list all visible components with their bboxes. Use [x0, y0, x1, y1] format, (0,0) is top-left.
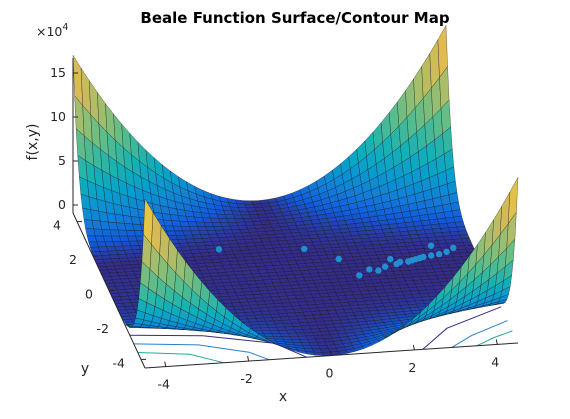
- min-marker: [301, 246, 307, 252]
- surface-patch: [118, 254, 128, 258]
- min-marker: [397, 259, 403, 265]
- surface-patch: [449, 227, 459, 232]
- y-tick-label: -2: [97, 321, 109, 336]
- surface-patch: [178, 239, 188, 243]
- surface-patch: [508, 177, 518, 223]
- min-marker: [450, 245, 456, 251]
- surface-layer: [73, 25, 518, 355]
- surface-patch: [303, 329, 313, 333]
- surface-patch: [441, 228, 451, 233]
- x-tick-mark: [413, 345, 414, 350]
- z-tick-label: 0: [58, 197, 66, 212]
- min-marker: [356, 272, 362, 278]
- surface-patch: [250, 215, 260, 219]
- x-tick-mark: [165, 362, 166, 367]
- surface-patch: [455, 222, 465, 228]
- surface-patch: [194, 239, 204, 243]
- y-tick-label: 0: [85, 287, 93, 302]
- min-marker: [375, 267, 381, 273]
- y-tick-label: 2: [69, 252, 77, 267]
- surface-patch: [245, 222, 255, 226]
- surface-patch: [282, 320, 292, 324]
- min-marker: [216, 246, 222, 252]
- z-axis-label: f(x,y): [25, 124, 41, 161]
- surface-patch: [127, 257, 137, 261]
- surface-patch: [228, 222, 238, 226]
- surface-patch: [248, 319, 258, 323]
- contour-line: [452, 321, 508, 348]
- surface-patch: [191, 250, 201, 254]
- surface-patch: [186, 239, 196, 243]
- surface-patch: [449, 193, 459, 204]
- surface-patch: [428, 213, 438, 220]
- z-exponent-base: ×10: [36, 24, 62, 39]
- contour-line: [138, 353, 224, 363]
- surface-patch: [461, 238, 471, 242]
- x-tick-label: -2: [240, 371, 252, 386]
- z-tick-label: 10: [50, 109, 66, 124]
- surface-patch: [420, 215, 430, 221]
- x-tick-mark: [248, 356, 249, 361]
- surface-patch: [444, 211, 454, 218]
- surface-patch: [452, 210, 462, 217]
- min-marker: [428, 243, 434, 249]
- surface-patch: [233, 233, 243, 237]
- y-tick-label: -4: [113, 355, 126, 370]
- surface-patch: [110, 255, 120, 259]
- surface-patch: [398, 227, 408, 232]
- surface-patch: [377, 237, 387, 241]
- surface-patch: [73, 55, 83, 105]
- x-axis-label: x: [279, 389, 287, 405]
- surface-patch: [131, 245, 141, 249]
- min-marker: [428, 252, 434, 258]
- y-axis-label: y: [81, 361, 89, 377]
- surface-patch: [432, 229, 442, 234]
- z-exponent-label: ×104: [36, 22, 68, 39]
- z-tick-label: 15: [50, 65, 66, 80]
- surface-patch: [287, 330, 297, 333]
- surface-patch: [264, 318, 274, 322]
- surface-patch: [445, 239, 455, 243]
- surface-patch: [115, 246, 125, 251]
- surface-patch: [123, 246, 133, 251]
- chart-title: Beale Function Surface/Contour Map: [140, 9, 449, 27]
- min-marker: [420, 254, 426, 260]
- surface-patch: [402, 211, 412, 218]
- z-exponent-power: 4: [62, 22, 68, 33]
- min-marker: [443, 249, 449, 255]
- surface-patch: [207, 230, 217, 234]
- surface-patch: [406, 246, 416, 250]
- min-marker: [382, 263, 388, 269]
- x-tick-label: 0: [326, 366, 334, 381]
- min-marker: [387, 256, 393, 262]
- x-tick-label: -4: [157, 377, 170, 392]
- surface-patch: [309, 235, 319, 239]
- surface-patch: [335, 236, 345, 240]
- surface-patch: [436, 212, 446, 219]
- surface-patch: [450, 202, 460, 211]
- min-marker: [336, 256, 342, 262]
- x-tick-label: 2: [408, 360, 416, 375]
- surface-patch: [403, 239, 413, 243]
- x-tick-mark: [496, 339, 497, 344]
- surface-patch: [202, 238, 212, 242]
- y-tick-label: 4: [53, 218, 61, 233]
- min-marker: [405, 258, 411, 264]
- surface-patch: [454, 216, 464, 222]
- z-tick-label: 5: [58, 153, 66, 168]
- surface-patch: [316, 339, 326, 343]
- min-marker: [436, 251, 442, 257]
- x-tick-label: 4: [491, 354, 499, 369]
- surface-patch: [102, 255, 112, 259]
- surface-patch: [419, 238, 429, 242]
- surface-patch: [458, 231, 468, 236]
- surface-patch: [199, 231, 209, 235]
- min-marker: [366, 266, 372, 272]
- surface-patch: [223, 230, 233, 234]
- surface-patch: [183, 250, 193, 254]
